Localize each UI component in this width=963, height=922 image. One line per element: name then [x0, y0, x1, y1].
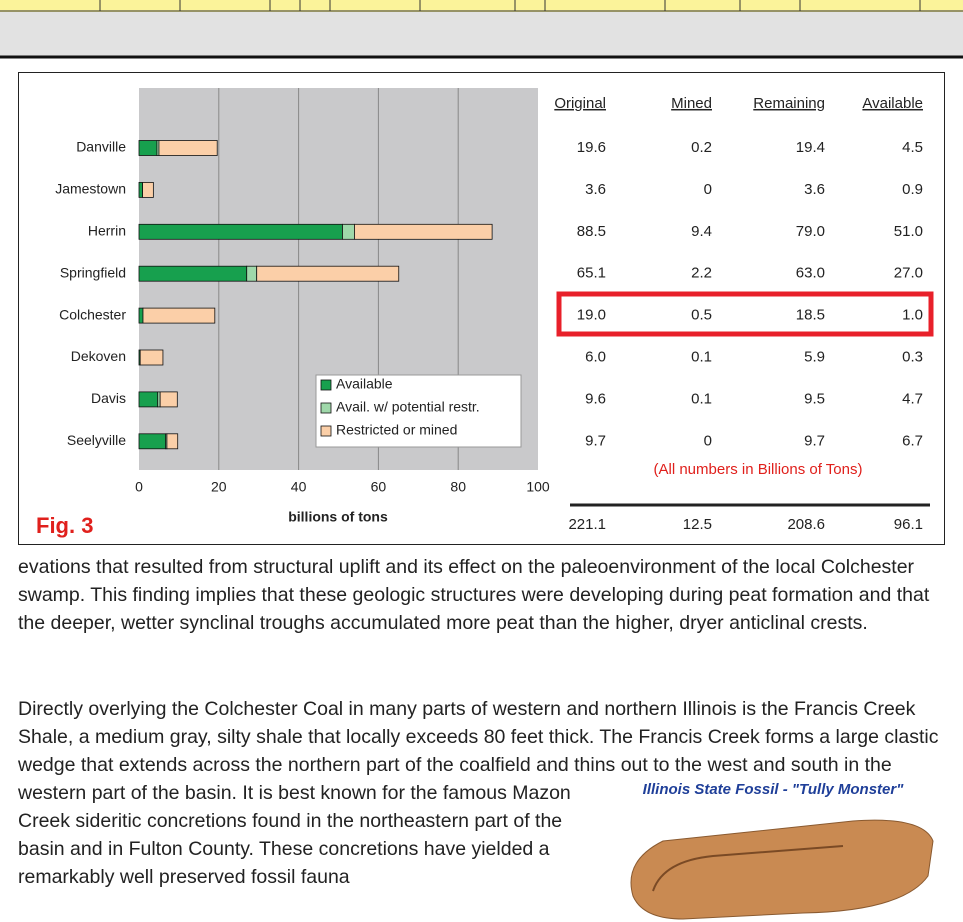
table-cell: 0 — [704, 181, 712, 198]
column-header: Original — [554, 95, 606, 112]
column-header: Mined — [671, 95, 712, 112]
figure: Fig. 3 billions of tons 0 20 40 60 80 100 Danv… — [0, 0, 963, 550]
figure-label: Fig. 3 — [36, 513, 93, 538]
table-cell: 19.6 — [577, 139, 606, 156]
x-tick-label: 60 — [371, 479, 387, 495]
bar-segment — [160, 392, 177, 407]
table-cell: 19.4 — [796, 139, 825, 156]
page-content: Fig. 3 billions of tons 0 20 40 60 80 100 Danv… — [0, 0, 963, 922]
legend-swatch — [321, 380, 331, 390]
bar-segment — [139, 392, 158, 407]
table-cell: 65.1 — [577, 265, 606, 282]
bar-segment — [342, 224, 354, 239]
bar-segment — [139, 266, 247, 281]
legend-swatch — [321, 403, 331, 413]
table-cell: 0.2 — [691, 139, 712, 156]
y-tick-label: Seelyville — [67, 432, 126, 448]
table-note: (All numbers in Billions of Tons) — [654, 461, 863, 478]
bar-segment — [354, 224, 492, 239]
column-header: Remaining — [753, 95, 825, 112]
total-cell: 208.6 — [787, 516, 825, 533]
table-cell: 4.7 — [902, 390, 923, 407]
bar-segment — [139, 141, 157, 156]
table-cell: 51.0 — [894, 223, 923, 240]
bar-segment — [139, 224, 342, 239]
fossil-image — [603, 801, 943, 922]
page: {"chart_data": {"type": "bar", "orientat… — [0, 0, 963, 922]
map-strip — [0, 0, 963, 12]
table-cell: 4.5 — [902, 139, 923, 156]
table-cell: 0 — [704, 432, 712, 449]
x-tick-label: 20 — [211, 479, 227, 495]
bar-segment — [139, 434, 166, 449]
table-cell: 18.5 — [796, 307, 825, 324]
y-tick-label: Colchester — [59, 306, 126, 322]
bar-segment — [139, 308, 143, 323]
table-cell: 3.6 — [804, 181, 825, 198]
fossil-caption: Illinois State Fossil - "Tully Monster" — [603, 779, 943, 801]
table-cell: 19.0 — [577, 307, 606, 324]
bar-segment — [143, 308, 215, 323]
table-cell: 9.7 — [585, 432, 606, 449]
x-tick-label: 80 — [450, 479, 466, 495]
total-cell: 221.1 — [568, 516, 606, 533]
table-cell: 9.6 — [585, 390, 606, 407]
total-cell: 12.5 — [683, 516, 712, 533]
y-tick-label: Davis — [91, 390, 126, 406]
y-tick-label: Springfield — [60, 264, 126, 280]
fossil-shape — [631, 820, 933, 919]
legend-label: Available — [336, 376, 393, 392]
table-cell: 79.0 — [796, 223, 825, 240]
table-cell: 0.1 — [691, 390, 712, 407]
table-cell: 2.2 — [691, 265, 712, 282]
table-cell: 63.0 — [796, 265, 825, 282]
y-tick-label: Danville — [76, 139, 126, 155]
table-cell: 6.7 — [902, 432, 923, 449]
x-tick-label: 40 — [291, 479, 307, 495]
table-cell: 5.9 — [804, 348, 825, 365]
table-cell: 9.5 — [804, 390, 825, 407]
bar-segment — [139, 182, 143, 197]
y-tick-label: Jamestown — [55, 181, 126, 197]
table-cell: 9.4 — [691, 223, 712, 240]
paragraph: evations that resulted from structural u… — [18, 553, 943, 637]
table-cell: 1.0 — [902, 307, 923, 324]
bar-segment — [143, 182, 154, 197]
table-cell: 9.7 — [804, 432, 825, 449]
bar-segment — [257, 266, 399, 281]
fossil-figure: Illinois State Fossil - "Tully Monster" — [603, 779, 943, 922]
bar-segment — [167, 434, 178, 449]
y-tick-label: Dekoven — [71, 348, 126, 364]
bar-segment — [140, 350, 163, 365]
legend-label: Restricted or mined — [336, 422, 457, 438]
table-cell: 0.9 — [902, 181, 923, 198]
table-cell: 27.0 — [894, 265, 923, 282]
bar-segment — [159, 141, 217, 156]
bar-segment — [247, 266, 257, 281]
total-cell: 96.1 — [894, 516, 923, 533]
table-cell: 6.0 — [585, 348, 606, 365]
x-tick-label: 0 — [135, 479, 143, 495]
table-cell: 3.6 — [585, 181, 606, 198]
gray-band — [0, 12, 963, 56]
legend-label: Avail. w/ potential restr. — [336, 399, 480, 415]
table-cell: 0.1 — [691, 348, 712, 365]
table-cell: 0.5 — [691, 307, 712, 324]
x-tick-label: 100 — [526, 479, 550, 495]
x-axis-label: billions of tons — [288, 509, 388, 525]
paragraph-block: Illinois State Fossil - "Tully Monster" … — [18, 695, 943, 922]
column-header: Available — [862, 95, 923, 112]
legend-swatch — [321, 426, 331, 436]
table-cell: 0.3 — [902, 348, 923, 365]
y-tick-label: Herrin — [88, 223, 126, 239]
table-cell: 88.5 — [577, 223, 606, 240]
